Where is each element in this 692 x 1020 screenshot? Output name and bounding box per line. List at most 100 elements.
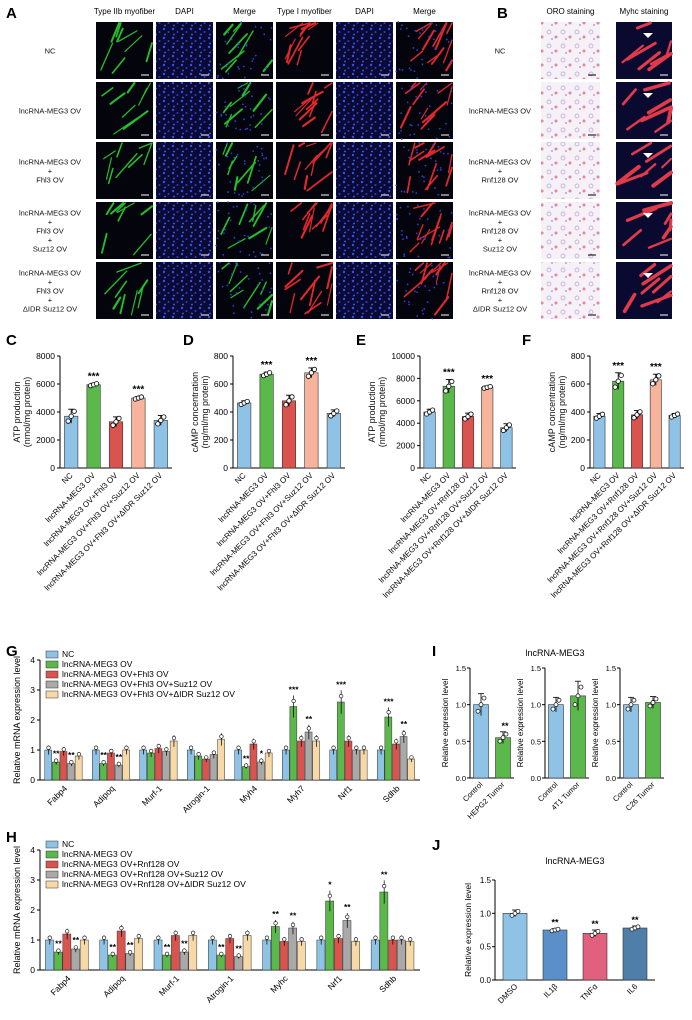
- replicate-point: [251, 739, 256, 744]
- replicate-point: [188, 745, 194, 750]
- bar: [131, 397, 146, 469]
- nucleus-dot: [217, 74, 220, 77]
- panel-letter-j: J: [432, 837, 440, 854]
- replicate-point: [136, 934, 141, 939]
- nucleus-dot: [416, 49, 419, 51]
- myofiber-stroke: [226, 23, 242, 45]
- nucleus-dot: [251, 95, 253, 98]
- nucleus-dot: [227, 72, 230, 75]
- replicate-point: [119, 925, 124, 931]
- nucleus-dot: [425, 83, 428, 86]
- nucleus-dot: [223, 232, 225, 235]
- replicate-point: [61, 747, 66, 752]
- y-axis-label: ATP production(nmol/mg protein): [367, 377, 387, 448]
- y-tick-label: 800: [214, 351, 228, 361]
- nucleus-dot: [426, 301, 429, 304]
- nucleus-dot: [407, 301, 410, 303]
- myofiber-stroke: [262, 59, 274, 73]
- nucleus-dot: [445, 38, 448, 41]
- myofiber-stroke: [410, 50, 424, 62]
- nucleus-dot: [231, 273, 233, 276]
- replicate-point: [196, 752, 201, 757]
- nucleus-dot: [248, 254, 251, 256]
- nucleus-dot: [249, 67, 252, 70]
- replicate-point: [615, 378, 621, 384]
- nucleus-dot: [450, 102, 453, 105]
- x-tick-label: Nrf1: [326, 973, 345, 992]
- nucleus-dot: [430, 157, 432, 160]
- nucleus-dot: [407, 149, 410, 152]
- myofiber-stroke: [406, 176, 412, 194]
- legend-swatch: [45, 850, 59, 859]
- nucleus-dot: [244, 105, 247, 108]
- bar: [645, 702, 661, 779]
- nucleus-dot: [437, 193, 440, 196]
- nucleus-dot: [401, 87, 403, 90]
- nucleus-dot: [407, 35, 410, 38]
- nucleus-dot: [243, 160, 246, 162]
- nucleus-dot: [396, 217, 399, 220]
- nucleus-dot: [222, 253, 225, 256]
- myofiber-stroke: [414, 262, 425, 272]
- y-tick-label: 2000: [36, 435, 55, 445]
- bar: [631, 414, 643, 469]
- replicate-point: [305, 373, 311, 379]
- panel-b-column-label: Myhc staining: [620, 7, 669, 16]
- nucleus-dot: [448, 256, 451, 259]
- nucleus-dot: [436, 89, 439, 92]
- myotube-stroke: [661, 157, 673, 169]
- nucleus-dot: [247, 235, 250, 238]
- nucleus-dot: [406, 283, 409, 286]
- bar: [442, 385, 455, 469]
- nucleus-dot: [236, 205, 238, 208]
- nucleus-dot: [449, 247, 451, 249]
- nucleus-dot: [232, 304, 235, 307]
- myofiber-stroke: [138, 142, 153, 149]
- micrograph-tile: [96, 22, 153, 79]
- panel-letter-c: C: [6, 332, 17, 349]
- micrograph-tile: [276, 21, 333, 79]
- nucleus-dot: [408, 67, 411, 70]
- nucleus-dot: [261, 289, 264, 291]
- y-axis-label-group: ATP production(nmol/mg protein): [12, 377, 32, 448]
- nucleus-dot: [235, 262, 237, 264]
- replicate-point: [401, 731, 406, 736]
- myotube-stroke: [663, 212, 673, 225]
- significance-label: **: [68, 750, 75, 760]
- bar: [668, 415, 681, 469]
- nucleus-dot: [408, 303, 411, 306]
- nucleus-dot: [225, 65, 228, 68]
- significance-label: **: [127, 940, 134, 950]
- micrograph-background: [96, 262, 153, 319]
- nucleus-dot: [447, 229, 450, 232]
- nucleus-dot: [252, 251, 255, 253]
- y-axis-label: Relative expression level: [463, 883, 473, 977]
- nucleus-dot: [400, 130, 403, 132]
- micrograph-background: [396, 142, 453, 199]
- x-tick-label: TNFα: [579, 982, 600, 1003]
- nucleus-dot: [419, 264, 422, 267]
- panel-b-row-label: NC: [495, 47, 506, 56]
- replicate-point: [595, 928, 601, 934]
- significance-label: **: [306, 714, 313, 724]
- nucleus-dot: [226, 142, 229, 145]
- replicate-point: [204, 755, 209, 760]
- x-tick-label: IL1β: [542, 982, 560, 1000]
- nucleus-dot: [266, 215, 269, 218]
- micrograph-tile: [96, 142, 153, 199]
- nucleus-dot: [256, 145, 259, 148]
- nucleus-dot: [403, 255, 406, 257]
- nucleus-dot: [450, 212, 453, 214]
- significance-label: **: [272, 909, 279, 919]
- nucleus-dot: [270, 213, 273, 215]
- myofiber-stroke: [313, 147, 328, 160]
- nucleus-dot: [243, 118, 245, 121]
- bar: [623, 704, 639, 779]
- y-tick-label: 600: [571, 379, 585, 389]
- myofiber-stroke: [122, 110, 149, 130]
- nucleus-dot: [426, 119, 429, 122]
- nucleus-dot: [226, 155, 229, 158]
- micrograph-tile: [215, 81, 273, 139]
- nucleus-dot: [215, 111, 218, 114]
- nucleus-dot: [400, 112, 403, 114]
